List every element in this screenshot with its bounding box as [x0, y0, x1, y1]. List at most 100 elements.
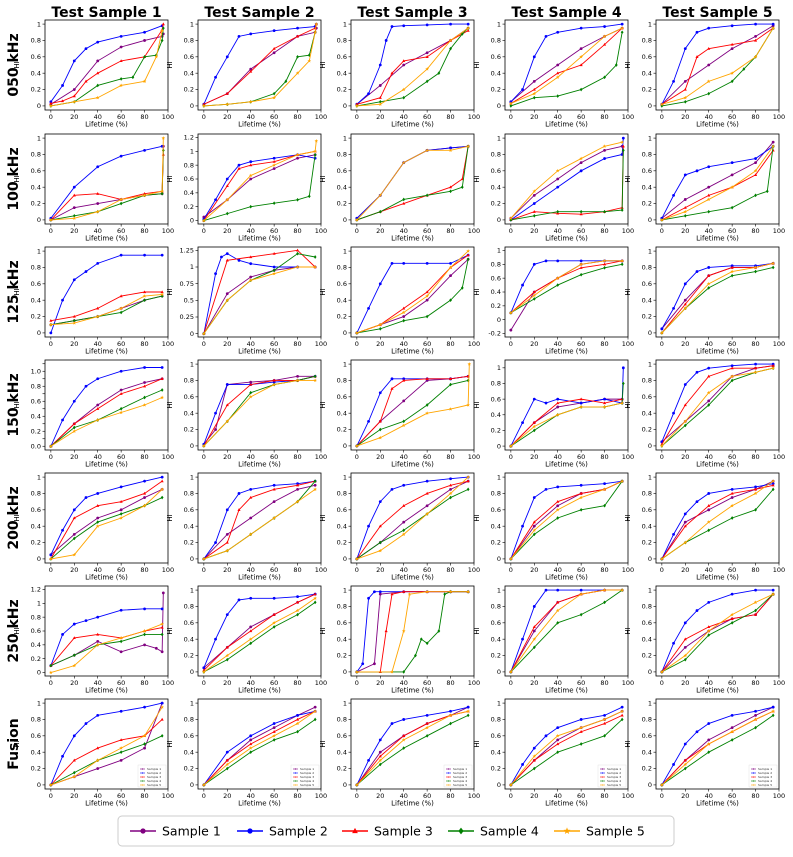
data-point	[373, 590, 376, 594]
data-point	[509, 104, 513, 108]
data-point	[378, 99, 382, 104]
data-point	[659, 443, 664, 448]
x-tick-label: 0	[202, 792, 206, 800]
x-axis-label: Lifetime (%)	[85, 574, 128, 582]
data-point	[61, 633, 64, 636]
data-point	[579, 87, 583, 92]
data-point	[544, 259, 548, 263]
data-point	[373, 662, 376, 666]
y-tick-label: 0.8	[184, 377, 194, 385]
legend-entry-sample-1: Sample 1	[130, 824, 221, 839]
inset-legend-marker	[294, 780, 297, 782]
y-tick-label: 0.6	[31, 280, 41, 288]
axes-frame	[197, 585, 322, 677]
data-point	[437, 71, 441, 76]
y-tick-label: 1	[648, 20, 652, 28]
data-point	[754, 22, 757, 26]
x-axis-label: Lifetime (%)	[85, 461, 128, 469]
y-tick-label: 0.8	[642, 37, 652, 45]
data-point	[672, 641, 675, 645]
y-axis-label: HI	[624, 514, 632, 521]
data-point	[449, 495, 452, 500]
x-tick-label: 80	[600, 566, 608, 574]
series-line	[203, 480, 316, 560]
y-tick-label: 0.4	[642, 69, 652, 77]
x-tick-label: 80	[140, 453, 148, 461]
y-tick-label: 0.4	[31, 748, 41, 756]
y-tick-label: 0.2	[642, 86, 652, 94]
inset-legend-marker	[752, 772, 755, 774]
data-point	[96, 713, 100, 717]
data-point	[225, 419, 230, 423]
data-point	[425, 148, 430, 152]
data-point	[425, 504, 429, 508]
y-tick-label: 0.2	[337, 426, 347, 434]
data-point	[579, 742, 583, 746]
series-sample-5	[659, 479, 776, 561]
data-point	[449, 274, 452, 278]
y-tick-label: 0	[37, 781, 41, 789]
data-point	[402, 483, 406, 487]
y-tick-label: 0	[37, 102, 41, 110]
x-tick-label: 100	[622, 453, 634, 461]
x-tick-label: 0	[202, 566, 206, 574]
series-sample-4	[49, 26, 165, 108]
data-point	[48, 444, 53, 448]
data-point	[620, 258, 625, 263]
data-point	[72, 734, 76, 738]
data-point	[295, 71, 300, 75]
data-point	[296, 717, 300, 721]
data-point	[695, 30, 699, 34]
data-point	[143, 479, 146, 483]
x-tick-label: 0	[202, 679, 206, 687]
series-line	[50, 254, 163, 334]
data-point	[95, 209, 100, 214]
data-point	[556, 738, 560, 742]
series-sample-3	[660, 483, 775, 561]
y-tick-label: 0	[343, 668, 347, 676]
data-point	[95, 314, 100, 319]
data-point	[659, 217, 664, 222]
series-sample-5	[201, 487, 318, 561]
axes-frame	[197, 246, 322, 338]
y-tick-label: 0.6	[491, 506, 501, 514]
data-point	[532, 210, 536, 213]
y-tick-label: 0	[497, 781, 501, 789]
series-sample-2	[202, 592, 317, 670]
x-tick-label: 100	[773, 792, 785, 800]
y-tick-label: 0	[190, 102, 194, 110]
data-point	[448, 148, 453, 152]
data-point	[707, 750, 711, 755]
inset-legend-label: Sample 2	[758, 771, 772, 775]
data-point	[730, 503, 735, 508]
data-point	[249, 163, 253, 167]
data-point	[683, 762, 688, 767]
x-tick-label: 100	[162, 453, 174, 461]
y-tick-label: 1.2	[184, 134, 194, 142]
data-point	[367, 524, 370, 528]
x-tick-label: 100	[315, 113, 327, 121]
series-line	[661, 593, 774, 673]
data-point	[771, 479, 776, 483]
y-axis-label: HI	[624, 627, 632, 634]
y-tick-label: 0.8	[184, 490, 194, 498]
data-point	[402, 306, 406, 310]
x-tick-label: 20	[681, 113, 689, 121]
x-tick-label: 80	[751, 113, 759, 121]
data-point	[119, 388, 123, 392]
x-tick-label: 40	[400, 679, 408, 687]
data-point	[95, 642, 100, 647]
data-point	[314, 138, 319, 143]
data-point	[160, 292, 165, 297]
series-sample-5	[48, 705, 165, 787]
series-sample-4	[509, 30, 624, 108]
series-sample-2	[49, 253, 164, 335]
data-point	[143, 366, 146, 369]
y-tick-label: 0.8	[184, 161, 194, 169]
